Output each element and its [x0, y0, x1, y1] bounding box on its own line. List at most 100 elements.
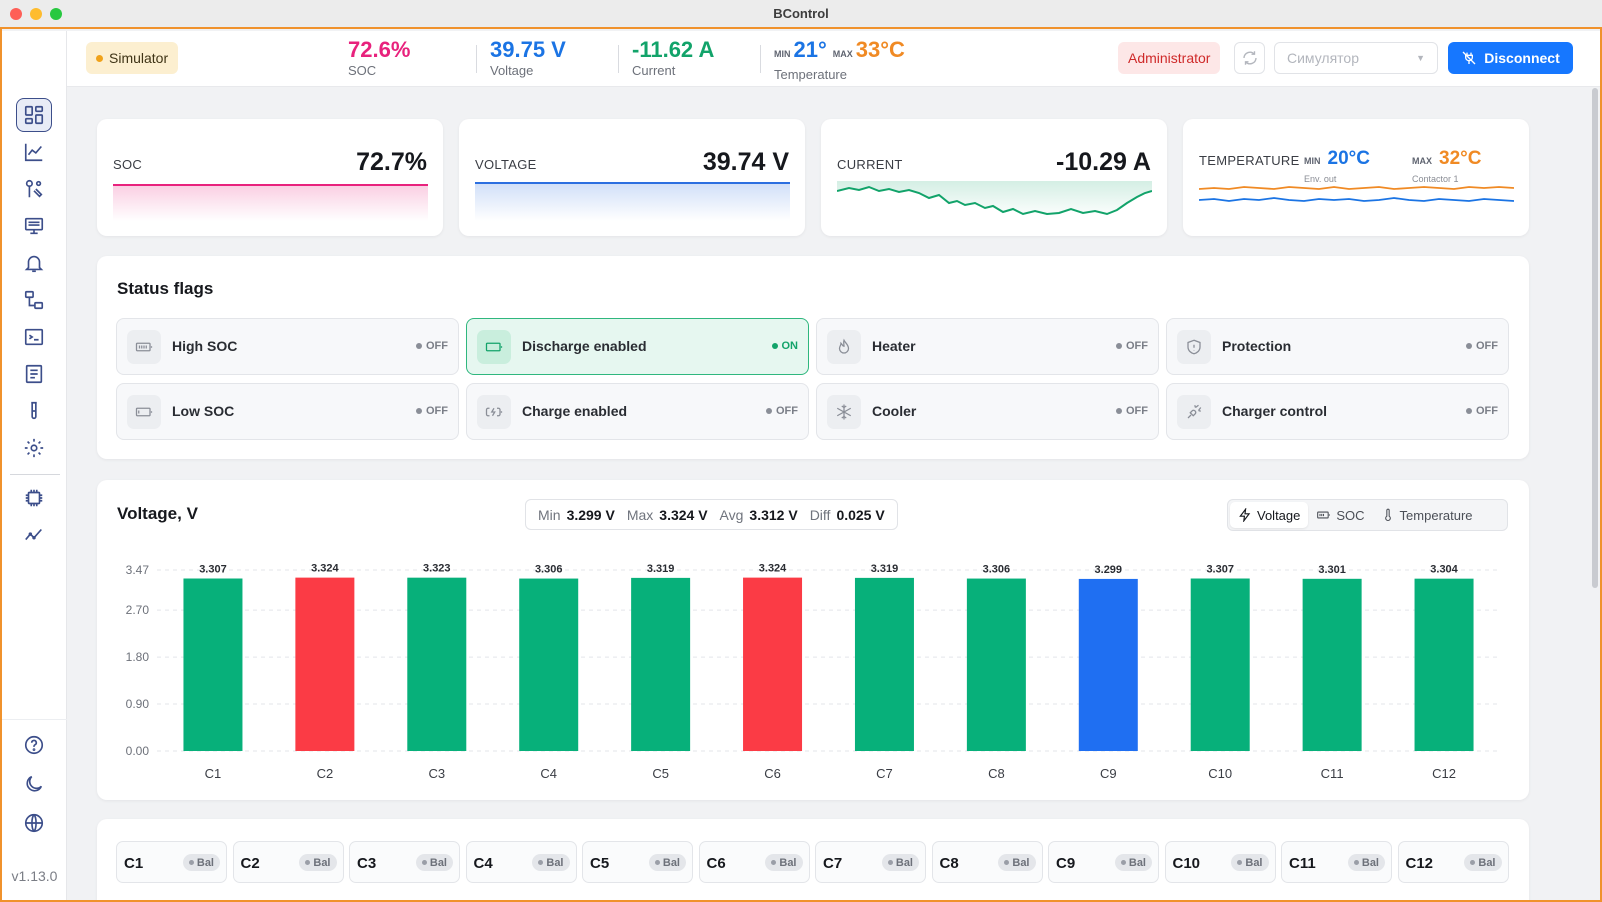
voltage-bar[interactable]: [966, 578, 1026, 751]
state-dot: [766, 408, 772, 414]
header-voltage-value: 39.75 V: [490, 37, 566, 62]
sidebar-divider: [10, 474, 60, 475]
nav-trends[interactable]: [16, 518, 52, 552]
voltage-bar[interactable]: [519, 578, 579, 751]
balance-chip: Bal: [648, 854, 686, 871]
refresh-ports-button[interactable]: [1234, 42, 1265, 74]
nav-help[interactable]: [16, 728, 52, 762]
cell-card[interactable]: C7 Bal: [815, 841, 926, 883]
balance-dot: [1120, 860, 1126, 865]
balance-dot: [538, 860, 544, 865]
bar-value-label: 3.307: [199, 564, 227, 576]
status-flag: Heater OFF: [816, 318, 1159, 375]
nav-chip[interactable]: [16, 481, 52, 515]
cell-card[interactable]: C10 Bal: [1164, 841, 1276, 883]
language-selector[interactable]: [16, 806, 52, 840]
status-flag-state: OFF: [416, 405, 448, 417]
nav-logs[interactable]: [16, 357, 52, 391]
voltage-bar[interactable]: [1078, 578, 1138, 751]
kpi-current-value: -10.29 A: [1056, 148, 1151, 176]
nav-network[interactable]: [16, 283, 52, 317]
nav-tools[interactable]: [16, 172, 52, 206]
cell-card[interactable]: C1 Bal: [116, 841, 227, 883]
stat-min-value: 3.299 V: [566, 506, 615, 523]
voltage-bar[interactable]: [631, 577, 691, 751]
window-border: [0, 29, 2, 902]
cell-card[interactable]: C12 Bal: [1397, 841, 1509, 883]
nav-alerts[interactable]: [16, 246, 52, 280]
cell-card[interactable]: C2 Bal: [232, 841, 344, 883]
cell-card[interactable]: C3 Bal: [349, 841, 460, 883]
voltage-bar[interactable]: [1190, 578, 1250, 751]
balance-label: Bal: [1012, 856, 1030, 869]
balance-label: Bal: [895, 856, 913, 869]
status-flag-state-text: ON: [781, 340, 799, 352]
voltage-stats: Min 3.299 V Max 3.324 V Avg 3.312 V Diff…: [525, 499, 898, 530]
state-dot: [1116, 408, 1122, 414]
kpi-temperature-label: TEMPERATURE: [1199, 153, 1300, 168]
nav-tests[interactable]: [16, 394, 52, 428]
status-flag-state-text: OFF: [1476, 405, 1498, 417]
chevron-down-icon: ▼: [1416, 53, 1425, 63]
tab-soc[interactable]: SOC: [1308, 502, 1372, 528]
simulator-label: Simulator: [109, 50, 169, 66]
tab-temperature[interactable]: Temperature: [1373, 502, 1481, 528]
voltage-chart-card: Voltage, V Min 3.299 V Max 3.324 V Avg 3…: [97, 480, 1529, 800]
close-window-button[interactable]: [10, 8, 22, 20]
flame-icon: [827, 330, 861, 364]
voltage-bar[interactable]: [295, 577, 355, 751]
disconnect-button[interactable]: Disconnect: [1448, 42, 1573, 74]
voltage-bar[interactable]: [183, 578, 243, 751]
status-flags-card: Status flags High SOC OFF Discharge enable…: [97, 256, 1529, 459]
cell-card[interactable]: C4 Bal: [465, 841, 577, 883]
tab-voltage[interactable]: Voltage: [1230, 502, 1309, 528]
x-tick-label: C10: [1208, 766, 1232, 781]
window-border: [0, 900, 1602, 902]
header-current-value: -11.62 A: [632, 37, 715, 62]
voltage-bar[interactable]: [407, 577, 467, 751]
nav-charts[interactable]: [16, 135, 52, 169]
maximize-window-button[interactable]: [50, 8, 62, 20]
nav-monitor[interactable]: [16, 209, 52, 243]
balance-label: Bal: [196, 856, 214, 869]
x-tick-label: C5: [652, 766, 669, 781]
voltage-bar[interactable]: [1302, 578, 1362, 751]
header-temperature-values: MIN 21° MAX 33°C: [774, 39, 905, 65]
state-dot: [1466, 408, 1472, 414]
port-select[interactable]: Симулятор ▼: [1274, 42, 1438, 74]
chip-icon: [25, 489, 43, 507]
gear-icon: [24, 438, 44, 458]
status-flag-state-text: OFF: [426, 340, 448, 352]
minimize-window-button[interactable]: [30, 8, 42, 20]
x-tick-label: C12: [1432, 766, 1456, 781]
balance-dot: [887, 860, 893, 865]
cell-card[interactable]: C11 Bal: [1281, 841, 1392, 883]
status-flag: High SOC OFF: [116, 318, 459, 375]
main-scrollbar[interactable]: [1592, 88, 1598, 588]
kpi-current-card: CURRENT -10.29 A: [821, 119, 1167, 236]
cell-card[interactable]: C8 Bal: [931, 841, 1043, 883]
kpi-temp-min-label: MIN: [1304, 156, 1321, 166]
nav-terminal[interactable]: [16, 320, 52, 354]
state-dot: [771, 343, 778, 349]
chart-line-icon: [24, 143, 43, 162]
globe-icon: [24, 813, 44, 833]
status-flag-state-text: OFF: [426, 405, 448, 417]
trend-icon: [25, 528, 42, 541]
balance-chip: Bal: [998, 854, 1036, 871]
cell-card[interactable]: C6 Bal: [698, 841, 810, 883]
kpi-temp-min-sensor: Env. out: [1304, 174, 1337, 184]
theme-toggle[interactable]: [16, 767, 52, 801]
status-flag-state: OFF: [1466, 405, 1498, 417]
balance-dot: [1353, 860, 1359, 865]
window-titlebar: BControl: [0, 0, 1602, 29]
voltage-bar[interactable]: [1414, 578, 1474, 751]
cell-card[interactable]: C9 Bal: [1048, 841, 1159, 883]
voltage-bar[interactable]: [854, 577, 914, 751]
nav-dashboard[interactable]: [16, 98, 52, 132]
voltage-bar[interactable]: [743, 577, 803, 751]
cell-card[interactable]: C5 Bal: [582, 841, 693, 883]
nav-settings[interactable]: [16, 431, 52, 465]
header-soc-value: 72.6%: [348, 37, 411, 62]
network-icon: [24, 290, 44, 310]
